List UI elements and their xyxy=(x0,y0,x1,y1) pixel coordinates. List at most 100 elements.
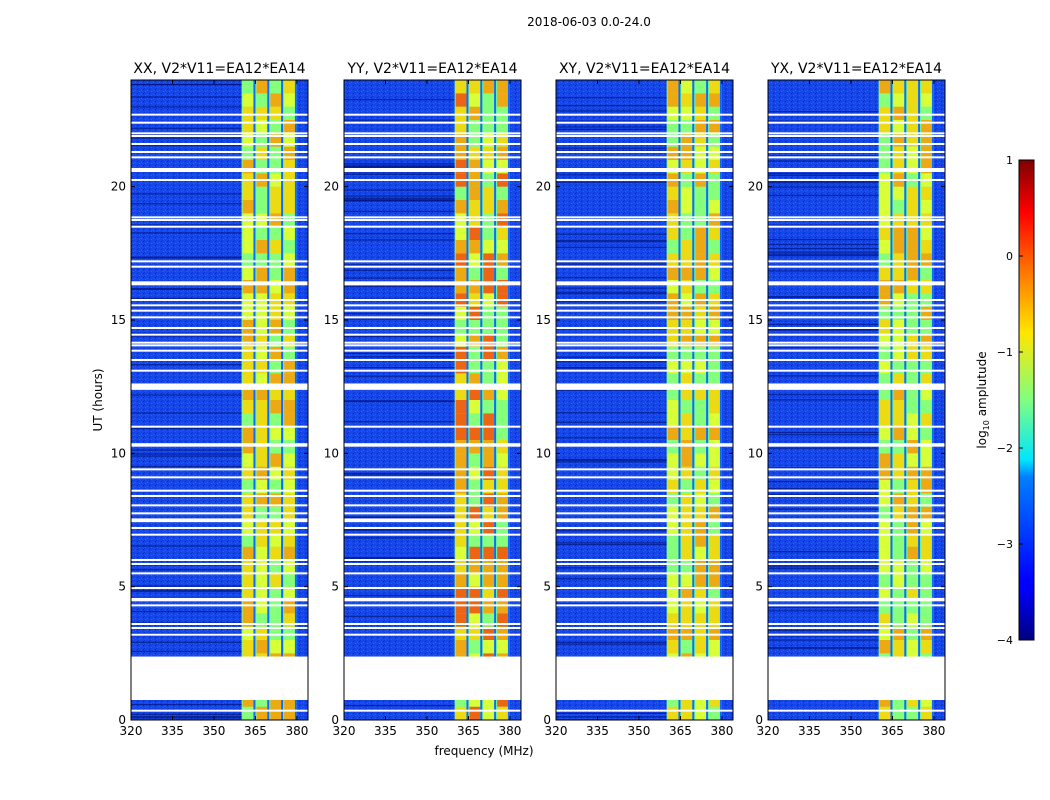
signal-cell xyxy=(242,613,254,627)
signal-cell xyxy=(497,80,508,94)
signal-cell xyxy=(256,240,268,254)
signal-cell xyxy=(256,386,268,400)
missing-data-block xyxy=(556,383,733,390)
signal-cell xyxy=(497,560,508,574)
signal-cell xyxy=(455,93,467,107)
signal-cell xyxy=(455,586,467,600)
flag-line xyxy=(768,563,945,565)
signal-cell xyxy=(709,520,720,534)
subband-gap xyxy=(904,80,907,720)
noise-streak xyxy=(344,400,455,402)
signal-cell xyxy=(455,80,467,94)
flag-line xyxy=(344,113,521,116)
signal-cell xyxy=(667,453,679,467)
signal-cell xyxy=(681,706,693,720)
signal-cell xyxy=(681,226,693,240)
signal-cell xyxy=(709,320,720,334)
signal-cell xyxy=(907,520,919,534)
noise-streak xyxy=(556,97,667,99)
signal-cell xyxy=(879,146,891,160)
signal-cell xyxy=(667,560,679,574)
signal-cell xyxy=(455,186,467,200)
signal-cell xyxy=(879,120,891,134)
noise-streak xyxy=(131,257,242,259)
noise-streak xyxy=(556,641,667,643)
signal-cell xyxy=(497,186,508,200)
signal-cell xyxy=(879,280,891,294)
signal-cell xyxy=(242,560,254,574)
signal-cell xyxy=(907,413,919,427)
noise-streak xyxy=(556,263,667,265)
noise-streak xyxy=(131,306,242,308)
signal-cell xyxy=(284,400,295,414)
signal-cell xyxy=(455,160,467,174)
signal-cell xyxy=(256,586,268,600)
flag-line xyxy=(556,156,733,159)
signal-cell xyxy=(483,613,495,627)
signal-cell xyxy=(709,573,720,587)
signal-cell xyxy=(483,413,495,427)
flag-line xyxy=(131,327,308,329)
panels: XX, V2*V11=EA12*EA14 320 335 350 365 380 0 5 10 1… xyxy=(111,61,946,738)
signal-cell xyxy=(879,480,891,494)
signal-cell xyxy=(667,626,679,640)
signal-cell xyxy=(284,186,295,200)
signal-cell xyxy=(256,346,268,360)
flag-line xyxy=(344,627,521,629)
signal-cell xyxy=(284,560,295,574)
signal-cell xyxy=(709,160,720,174)
missing-data-block xyxy=(768,597,945,602)
x-tick-label: 335 xyxy=(798,724,821,738)
noise-streak xyxy=(556,128,667,131)
signal-cell xyxy=(242,120,254,134)
signal-cell xyxy=(681,240,693,254)
signal-cell xyxy=(907,346,919,360)
signal-cell xyxy=(893,573,905,587)
noise-streak xyxy=(344,375,455,377)
signal-cell xyxy=(921,160,932,174)
signal-cell xyxy=(270,613,282,627)
signal-cell xyxy=(455,253,467,267)
flag-line xyxy=(131,349,308,352)
flag-line xyxy=(768,559,945,561)
signal-cell xyxy=(469,240,481,254)
signal-cell xyxy=(483,186,495,200)
signal-cell xyxy=(695,546,707,560)
signal-cell xyxy=(284,533,295,547)
signal-cell xyxy=(455,346,467,360)
panel-frame xyxy=(767,79,946,721)
noise-streak xyxy=(131,585,242,587)
y-tick-label: 15 xyxy=(748,313,763,327)
signal-cell xyxy=(242,306,254,320)
signal-cell xyxy=(284,546,295,560)
x-tick-label: 365 xyxy=(669,724,692,738)
noise-streak xyxy=(344,233,455,235)
signal-cell xyxy=(242,80,254,94)
signal-cell xyxy=(681,253,693,267)
signal-cell xyxy=(242,186,254,200)
flag-line xyxy=(131,219,308,221)
flag-line xyxy=(556,527,733,529)
signal-cell xyxy=(497,120,508,134)
noise-streak xyxy=(131,288,242,290)
signal-cell xyxy=(667,400,679,414)
signal-cell xyxy=(497,613,508,627)
flag-line xyxy=(344,316,521,319)
noise-streak xyxy=(556,233,667,235)
signal-cell xyxy=(893,360,905,374)
signal-cell xyxy=(879,253,891,267)
flag-line xyxy=(768,633,945,636)
signal-cell xyxy=(497,626,508,640)
flag-line xyxy=(556,341,733,344)
signal-cell xyxy=(256,253,268,267)
flag-line xyxy=(556,113,733,116)
signal-cell xyxy=(695,586,707,600)
panel-frame xyxy=(130,79,309,721)
signal-cell xyxy=(242,106,254,120)
noise-streak xyxy=(131,713,242,716)
noise-streak xyxy=(556,181,667,183)
signal-cell xyxy=(681,586,693,600)
flag-line xyxy=(344,709,521,712)
signal-cell xyxy=(469,186,481,200)
signal-cell xyxy=(667,640,679,654)
